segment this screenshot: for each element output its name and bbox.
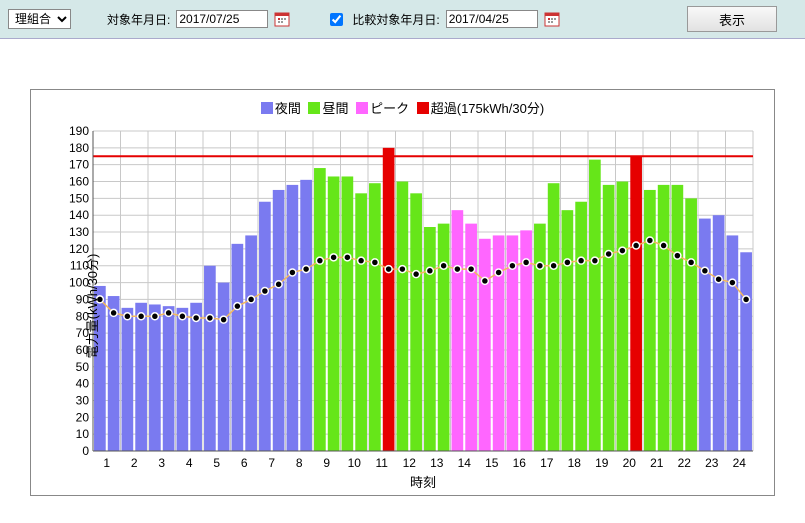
svg-text:9: 9 bbox=[323, 456, 330, 470]
svg-text:160: 160 bbox=[68, 175, 88, 189]
svg-text:21: 21 bbox=[650, 456, 664, 470]
group-select[interactable]: 理組合 bbox=[8, 9, 71, 29]
svg-text:23: 23 bbox=[705, 456, 719, 470]
legend-label-over: 超過(175kWh/30分) bbox=[431, 98, 544, 117]
svg-text:5: 5 bbox=[213, 456, 220, 470]
chart-legend: 夜間 昼間 ピーク 超過(175kWh/30分) bbox=[35, 98, 770, 121]
chart-plot: 電力量(kWh/30分) 010203040506070809010011012… bbox=[43, 121, 763, 491]
svg-text:30: 30 bbox=[75, 393, 89, 407]
svg-text:19: 19 bbox=[595, 456, 609, 470]
legend-label-peak: ピーク bbox=[370, 98, 409, 117]
svg-text:130: 130 bbox=[68, 225, 88, 239]
svg-text:13: 13 bbox=[430, 456, 444, 470]
svg-text:0: 0 bbox=[82, 444, 89, 458]
target-date-label: 対象年月日: bbox=[107, 11, 170, 28]
svg-text:16: 16 bbox=[512, 456, 526, 470]
legend-swatch-night bbox=[261, 102, 273, 114]
svg-text:1: 1 bbox=[103, 456, 110, 470]
svg-text:10: 10 bbox=[75, 427, 89, 441]
y-axis-title: 電力量(kWh/30分) bbox=[81, 254, 100, 359]
target-date-input[interactable] bbox=[176, 10, 268, 28]
svg-text:22: 22 bbox=[677, 456, 691, 470]
svg-text:140: 140 bbox=[68, 208, 88, 222]
svg-text:14: 14 bbox=[457, 456, 471, 470]
legend-swatch-day bbox=[308, 102, 320, 114]
svg-text:3: 3 bbox=[158, 456, 165, 470]
svg-text:2: 2 bbox=[130, 456, 137, 470]
svg-text:170: 170 bbox=[68, 158, 88, 172]
compare-date-input[interactable] bbox=[446, 10, 538, 28]
svg-text:時刻: 時刻 bbox=[409, 475, 435, 490]
svg-text:20: 20 bbox=[75, 410, 89, 424]
svg-text:190: 190 bbox=[68, 124, 88, 138]
svg-text:15: 15 bbox=[485, 456, 499, 470]
svg-text:20: 20 bbox=[622, 456, 636, 470]
svg-text:6: 6 bbox=[240, 456, 247, 470]
svg-text:40: 40 bbox=[75, 377, 89, 391]
svg-text:17: 17 bbox=[540, 456, 554, 470]
legend-swatch-peak bbox=[356, 102, 368, 114]
legend-label-night: 夜間 bbox=[275, 98, 301, 117]
calendar-icon[interactable] bbox=[544, 11, 560, 27]
calendar-icon[interactable] bbox=[274, 11, 290, 27]
svg-text:18: 18 bbox=[567, 456, 581, 470]
compare-date-label: 比較対象年月日: bbox=[352, 11, 439, 28]
svg-text:24: 24 bbox=[732, 456, 746, 470]
svg-text:12: 12 bbox=[402, 456, 416, 470]
filter-toolbar: 理組合 対象年月日: 比較対象年月日: 表示 bbox=[0, 0, 805, 39]
svg-text:8: 8 bbox=[295, 456, 302, 470]
svg-text:180: 180 bbox=[68, 141, 88, 155]
legend-swatch-over bbox=[417, 102, 429, 114]
svg-text:50: 50 bbox=[75, 360, 89, 374]
svg-text:7: 7 bbox=[268, 456, 275, 470]
svg-text:4: 4 bbox=[185, 456, 192, 470]
chart-panel: 夜間 昼間 ピーク 超過(175kWh/30分) 電力量(kWh/30分) 01… bbox=[30, 89, 775, 496]
show-button[interactable]: 表示 bbox=[687, 6, 777, 32]
svg-text:10: 10 bbox=[347, 456, 361, 470]
compare-checkbox[interactable] bbox=[330, 13, 343, 26]
legend-label-day: 昼間 bbox=[322, 98, 348, 117]
svg-text:11: 11 bbox=[375, 456, 388, 470]
svg-text:150: 150 bbox=[68, 191, 88, 205]
